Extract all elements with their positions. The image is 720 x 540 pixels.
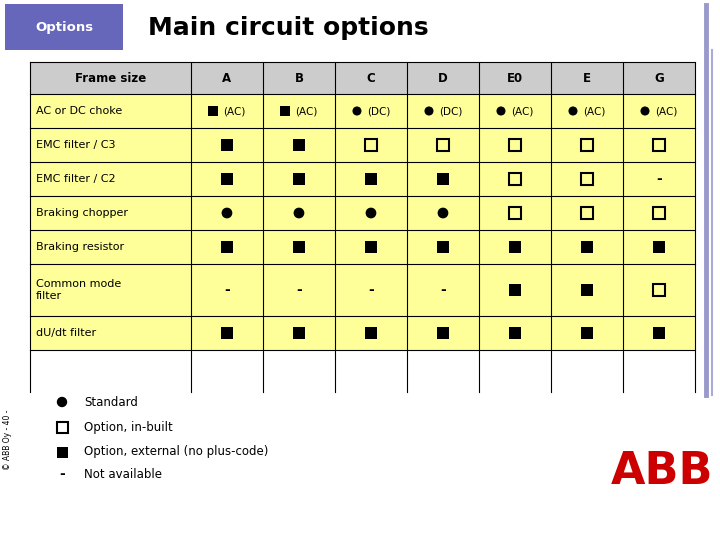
Text: Options: Options (35, 21, 93, 33)
Circle shape (366, 208, 376, 218)
Bar (30, 230, 695, 264)
Bar (30, 264, 695, 316)
Text: G: G (654, 71, 664, 84)
Bar (581, 173, 593, 185)
Text: Option, external (no plus-code): Option, external (no plus-code) (84, 446, 269, 458)
Text: E0: E0 (507, 71, 523, 84)
Bar (56, 447, 68, 457)
Text: -: - (440, 283, 446, 297)
Bar (653, 139, 665, 151)
Bar (5, 4, 123, 50)
Text: -: - (368, 283, 374, 297)
Bar (581, 284, 593, 296)
Bar (509, 241, 521, 253)
Bar (221, 139, 233, 151)
Circle shape (222, 208, 232, 218)
Bar (437, 139, 449, 151)
Bar (221, 241, 233, 253)
Text: (AC): (AC) (655, 106, 678, 116)
Text: B: B (294, 71, 303, 84)
Bar (509, 139, 521, 151)
Bar (208, 106, 218, 116)
Text: Not available: Not available (84, 468, 162, 481)
Bar (293, 139, 305, 151)
Bar (280, 106, 290, 116)
Bar (509, 173, 521, 185)
Bar (293, 241, 305, 253)
Bar (653, 207, 665, 219)
Bar (30, 94, 695, 128)
Bar (365, 139, 377, 151)
Bar (581, 327, 593, 339)
Text: C: C (366, 71, 375, 84)
Text: (AC): (AC) (295, 106, 318, 116)
Circle shape (58, 397, 66, 407)
Text: E: E (583, 71, 591, 84)
Bar (30, 316, 695, 350)
Text: Main circuit options: Main circuit options (148, 16, 428, 40)
Bar (437, 173, 449, 185)
Circle shape (353, 107, 361, 115)
Text: (AC): (AC) (223, 106, 246, 116)
Bar (56, 422, 68, 433)
Text: EMC filter / C3: EMC filter / C3 (36, 140, 115, 150)
Bar (293, 173, 305, 185)
Bar (30, 128, 695, 162)
Text: Frame size: Frame size (75, 71, 146, 84)
Text: Braking chopper: Braking chopper (36, 208, 128, 218)
Text: AC or DC choke: AC or DC choke (36, 106, 122, 116)
Text: Braking resistor: Braking resistor (36, 242, 124, 252)
Bar (653, 284, 665, 296)
Circle shape (642, 107, 649, 115)
Circle shape (425, 107, 433, 115)
Circle shape (438, 208, 448, 218)
Text: ABB: ABB (611, 450, 714, 494)
Bar (653, 241, 665, 253)
Text: © ABB Oy - 40 -: © ABB Oy - 40 - (4, 410, 12, 470)
Text: -: - (224, 283, 230, 297)
Text: (AC): (AC) (583, 106, 606, 116)
Bar (653, 327, 665, 339)
Text: A: A (222, 71, 232, 84)
Text: -: - (59, 467, 65, 481)
Text: Option, in-built: Option, in-built (84, 421, 173, 434)
Text: EMC filter / C2: EMC filter / C2 (36, 174, 116, 184)
Text: Standard: Standard (84, 395, 138, 408)
Bar (581, 241, 593, 253)
Text: (AC): (AC) (511, 106, 534, 116)
Text: (DC): (DC) (367, 106, 390, 116)
Bar (581, 207, 593, 219)
Bar (437, 327, 449, 339)
Bar (221, 173, 233, 185)
Bar (293, 327, 305, 339)
Bar (581, 139, 593, 151)
Circle shape (294, 208, 304, 218)
Bar (30, 162, 695, 196)
Bar (365, 327, 377, 339)
Text: Common mode
filter: Common mode filter (36, 279, 121, 301)
Bar (437, 241, 449, 253)
Bar (365, 241, 377, 253)
Text: dU/dt filter: dU/dt filter (36, 328, 96, 338)
Bar (509, 207, 521, 219)
Text: -: - (656, 172, 662, 186)
Text: D: D (438, 71, 448, 84)
Text: (DC): (DC) (439, 106, 462, 116)
Bar (509, 284, 521, 296)
Bar (509, 327, 521, 339)
Bar (221, 327, 233, 339)
Bar (30, 62, 695, 94)
Text: -: - (296, 283, 302, 297)
Circle shape (497, 107, 505, 115)
Bar (30, 196, 695, 230)
Bar (365, 173, 377, 185)
Circle shape (570, 107, 577, 115)
